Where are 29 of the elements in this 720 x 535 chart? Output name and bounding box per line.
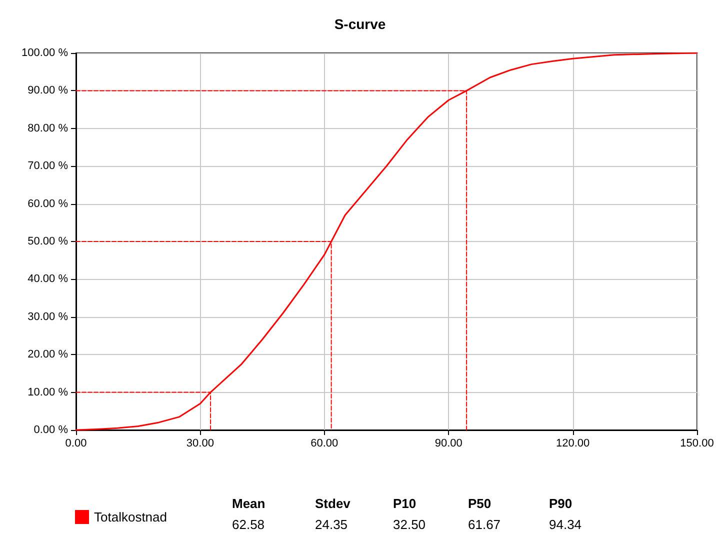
text: 94.34 bbox=[549, 517, 582, 532]
x-tick-label: 150.00 bbox=[680, 438, 714, 450]
y-tick-label: 0.00 % bbox=[34, 424, 68, 436]
y-tick-label: 40.00 % bbox=[28, 273, 68, 286]
text: 61.67 bbox=[468, 517, 501, 532]
y-tick-label: 50.00 % bbox=[28, 236, 68, 248]
chart-title: S-curve bbox=[334, 16, 386, 32]
text: P10 bbox=[393, 496, 416, 511]
y-tick-label: 100.00 % bbox=[22, 47, 68, 59]
text: 32.50 bbox=[393, 517, 426, 532]
x-tick-label: 120.00 bbox=[556, 438, 590, 450]
y-tick-label: 10.00 % bbox=[28, 386, 68, 398]
text: P90 bbox=[549, 496, 572, 511]
y-tick-label: 80.00 % bbox=[28, 122, 68, 134]
text: 24.35 bbox=[315, 517, 348, 532]
x-tick-label: 90.00 bbox=[434, 438, 462, 450]
text: 62.58 bbox=[232, 517, 265, 532]
y-tick-label: 30.00 % bbox=[28, 310, 68, 323]
text: P50 bbox=[468, 496, 492, 511]
x-tick-label: 60.00 bbox=[310, 438, 338, 450]
y-tick-label: 90.00 % bbox=[28, 84, 68, 97]
text: Stdev bbox=[315, 496, 352, 511]
text: Mean bbox=[232, 496, 266, 511]
x-tick-label: 30.00 bbox=[186, 438, 214, 450]
y-tick-label: 20.00 % bbox=[28, 348, 68, 361]
legend-label: Totalkostnad bbox=[94, 510, 167, 524]
x-tick-label: 0.00 bbox=[65, 438, 87, 450]
y-tick-label: 70.00 % bbox=[28, 160, 68, 172]
y-tick-label: 60.00 % bbox=[28, 198, 68, 210]
